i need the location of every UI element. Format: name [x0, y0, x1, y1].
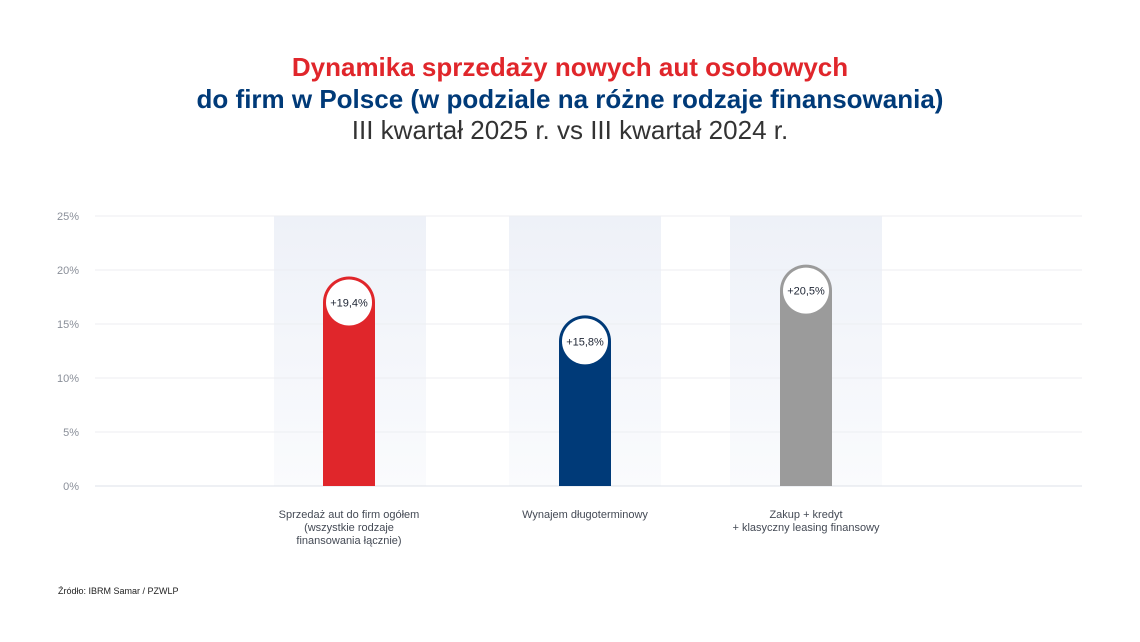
- x-category-label: Wynajem długoterminowy: [522, 509, 648, 521]
- y-tick-label: 0%: [63, 481, 79, 493]
- chart-title-line1: Dynamika sprzedaży nowych aut osobowych: [291, 52, 849, 82]
- x-category-label: + klasyczny leasing finansowy: [732, 522, 880, 534]
- bar: [323, 276, 375, 486]
- data-label-bubble: [783, 267, 829, 314]
- x-category-label: finansowania łącznie): [296, 535, 401, 547]
- x-category-label: Zakup + kredyt: [769, 509, 842, 521]
- data-label: +19,4%: [330, 297, 368, 309]
- x-category-label: (wszystkie rodzaje: [304, 522, 394, 534]
- y-tick-label: 5%: [63, 427, 79, 439]
- y-tick-label: 20%: [57, 265, 79, 277]
- y-tick-label: 25%: [57, 211, 79, 223]
- x-category-label: Sprzedaż aut do firm ogółem: [279, 509, 420, 521]
- bar: [780, 264, 832, 486]
- source-note: Źródło: IBRM Samar / PZWLP: [58, 586, 179, 596]
- data-label-bubble: [562, 318, 608, 365]
- y-tick-label: 10%: [57, 373, 79, 385]
- chart-title-line2: do firm w Polsce (w podziale na różne ro…: [196, 84, 944, 114]
- chart-subtitle: III kwartał 2025 r. vs III kwartał 2024 …: [351, 115, 789, 145]
- data-label: +20,5%: [787, 286, 825, 298]
- y-tick-label: 15%: [57, 319, 79, 331]
- data-label: +15,8%: [566, 336, 604, 348]
- data-label-bubble: [326, 279, 372, 326]
